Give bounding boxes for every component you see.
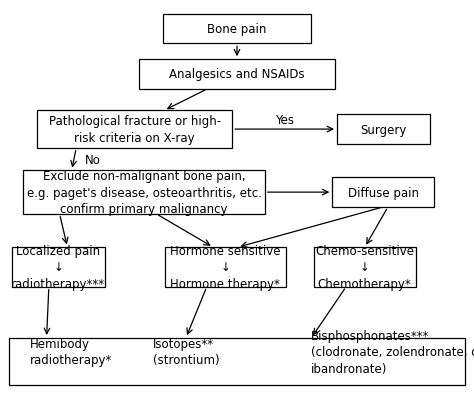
Text: Yes: Yes xyxy=(275,113,294,126)
FancyBboxPatch shape xyxy=(12,248,105,287)
Text: No: No xyxy=(84,153,100,166)
Text: Hemibody
radiotherapy*: Hemibody radiotherapy* xyxy=(30,337,113,367)
FancyBboxPatch shape xyxy=(337,115,430,144)
FancyBboxPatch shape xyxy=(37,111,232,148)
Text: Exclude non-malignant bone pain,
e.g. paget's disease, osteoarthritis, etc.
conf: Exclude non-malignant bone pain, e.g. pa… xyxy=(27,170,262,216)
FancyBboxPatch shape xyxy=(23,171,265,214)
FancyBboxPatch shape xyxy=(314,248,416,287)
Text: Chemo-sensitive
↓
Chemotherapy*: Chemo-sensitive ↓ Chemotherapy* xyxy=(315,244,414,290)
Text: Surgery: Surgery xyxy=(360,123,407,136)
FancyBboxPatch shape xyxy=(165,248,286,287)
Text: Pathological fracture or high-
risk criteria on X-ray: Pathological fracture or high- risk crit… xyxy=(49,115,221,144)
Text: Localized pain
↓
radiotherapy***: Localized pain ↓ radiotherapy*** xyxy=(11,244,105,290)
Text: Analgesics and NSAIDs: Analgesics and NSAIDs xyxy=(169,68,305,81)
Text: Bisphosphonates***
(clodronate, zolendronate, or
ibandronate): Bisphosphonates*** (clodronate, zolendro… xyxy=(311,329,474,375)
FancyBboxPatch shape xyxy=(163,15,311,44)
FancyBboxPatch shape xyxy=(332,178,434,207)
Text: Bone pain: Bone pain xyxy=(207,23,267,36)
Text: Diffuse pain: Diffuse pain xyxy=(348,186,419,199)
FancyBboxPatch shape xyxy=(139,60,335,89)
Text: Isotopes**
(strontium): Isotopes** (strontium) xyxy=(153,337,219,367)
Text: Hormone sensitive
↓
Hormone therapy*: Hormone sensitive ↓ Hormone therapy* xyxy=(170,244,281,290)
FancyBboxPatch shape xyxy=(9,338,465,385)
